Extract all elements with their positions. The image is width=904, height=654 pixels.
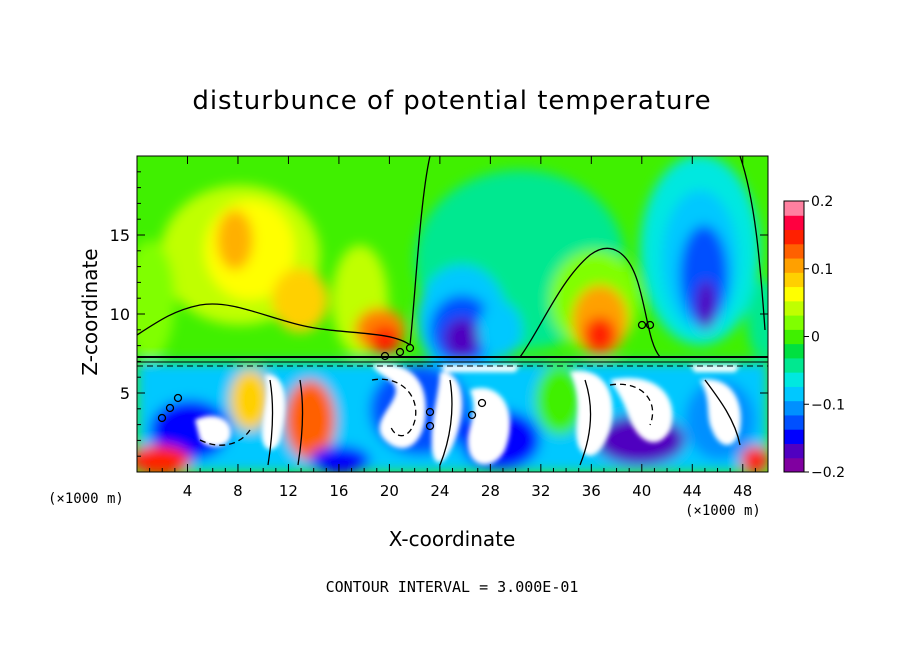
x-tick-label: 44 [683,482,702,500]
x-tick-label: 32 [531,482,550,500]
x-tick-label: 4 [183,482,193,500]
contour-interval-note: CONTOUR INTERVAL = 3.000E-01 [325,578,579,596]
colorbar-swatch [784,329,804,345]
y-axis-ticks: 5 10 15 [110,171,768,457]
colorbar-tick-label: −0.1 [811,397,845,413]
colorbar-tick-label: 0.2 [811,194,833,210]
x-tick-label: 48 [733,482,752,500]
x-tick-label: 16 [329,482,348,500]
x-unit-left: (×1000 m) [48,491,124,507]
colorbar-swatch [784,429,804,444]
colorbar-swatch [784,243,804,259]
colorbar-swatch [784,300,804,316]
colorbar-tick-label: −0.2 [811,465,845,481]
colorbar-swatch [784,201,804,216]
x-tick-label: 12 [279,482,298,500]
colorbar-swatch [784,272,804,288]
colorbar-swatch [784,343,804,359]
colorbar-tick-label: 0 [811,330,820,346]
colorbar-ticks: 0.2 0.1 0 −0.1 −0.2 [804,194,845,481]
colorbar-tick-label: 0.1 [811,262,833,278]
x-axis-label: X-coordinate [388,527,516,551]
colorbar-swatch [784,215,804,231]
x-unit-right: (×1000 m) [685,503,761,519]
x-tick-label: 20 [380,482,399,500]
colorbar-swatch [784,372,804,387]
temperature-field [137,156,768,472]
x-axis-ticks: 4 8 12 16 20 24 28 32 36 40 44 48 [149,156,756,500]
colorbar-swatch [784,400,804,416]
y-tick-label: 10 [110,305,130,324]
colorbar [784,201,804,473]
y-tick-label: 15 [110,226,130,245]
y-axis-label: Z-coordinate [78,248,102,376]
colorbar-swatch [784,229,804,245]
colorbar-swatch [784,443,804,459]
colorbar-swatch [784,414,804,430]
colorbar-swatch [784,286,804,302]
colorbar-swatch [784,386,804,402]
colorbar-swatch [784,457,804,473]
colorbar-swatch [784,258,804,273]
y-tick-label: 5 [120,384,130,403]
chart-title: disturbunce of potential temperature [192,86,712,116]
x-tick-label: 36 [582,482,601,500]
colorbar-swatch [784,357,804,373]
x-tick-label: 28 [481,482,500,500]
x-tick-label: 40 [632,482,651,500]
x-tick-label: 8 [233,482,243,500]
colorbar-swatch [784,315,804,330]
x-tick-label: 24 [430,482,449,500]
